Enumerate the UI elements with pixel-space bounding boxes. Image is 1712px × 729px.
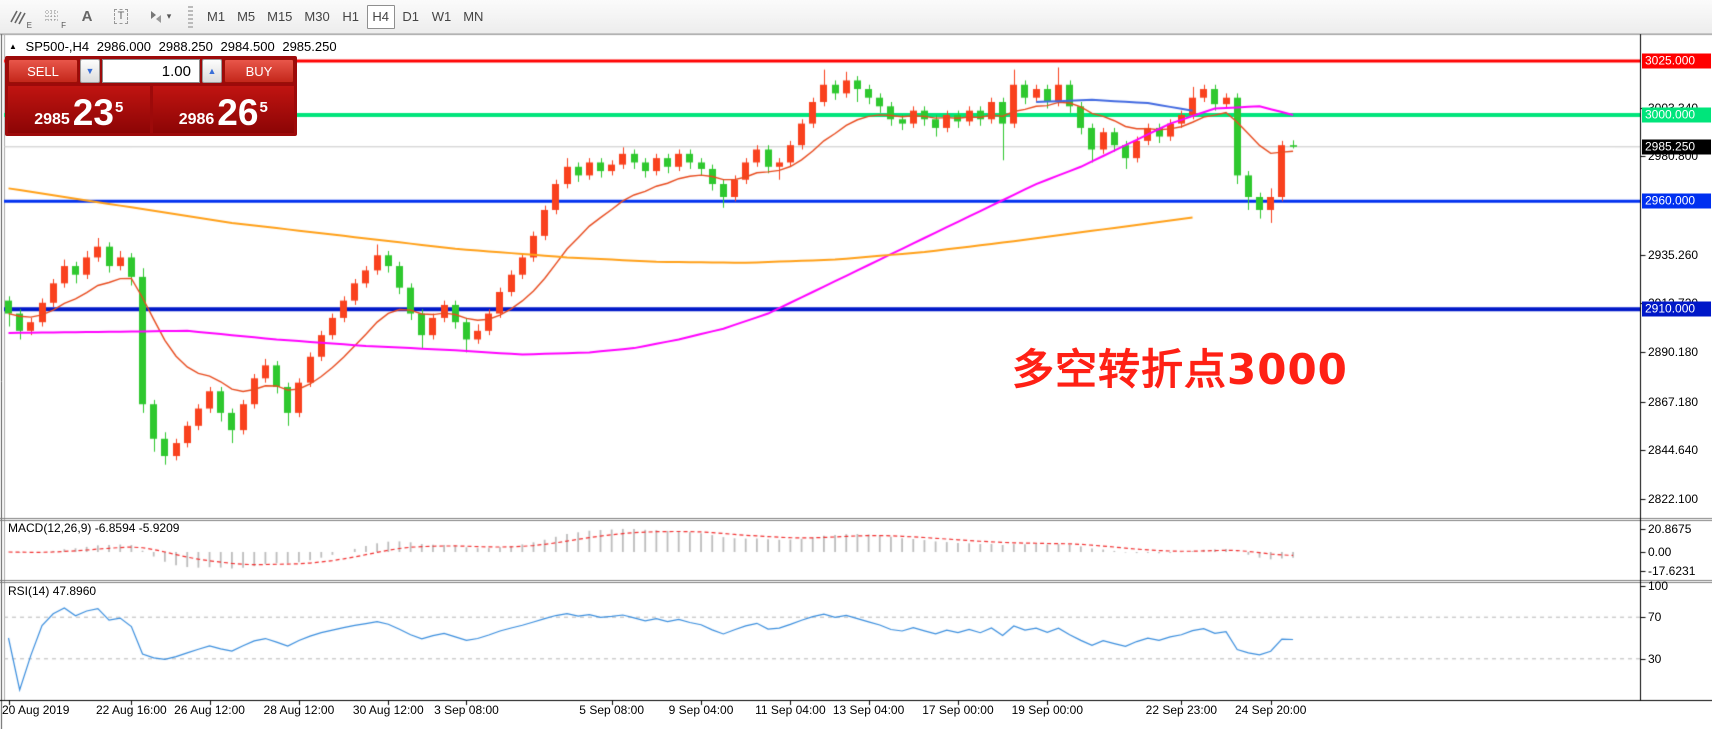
x-axis-tick-label: 28 Aug 12:00 <box>263 703 335 717</box>
text-label-tool-icon[interactable]: A <box>81 8 93 25</box>
x-axis-tick-label: 13 Sep 04:00 <box>832 703 905 717</box>
timeframe-button-M15[interactable]: M15 <box>262 5 297 29</box>
timeframe-button-MN[interactable]: MN <box>458 5 488 29</box>
timeframe-button-W1[interactable]: W1 <box>427 5 457 29</box>
chart-header: ▲ SP500-,H4 2986.000 2988.250 2984.500 2… <box>9 39 341 54</box>
price-tag-2960.000: 2960.000 <box>1642 193 1711 209</box>
x-axis-tick-label: 19 Sep 00:00 <box>1011 703 1083 717</box>
volume-up-button[interactable]: ▲ <box>202 59 222 83</box>
rsi-scale-label: 70 <box>1648 610 1662 625</box>
price-tag-3025.000: 3025.000 <box>1642 53 1711 69</box>
x-axis-tick-label: 9 Sep 04:00 <box>668 703 734 717</box>
buy-button[interactable]: BUY <box>224 59 294 83</box>
y-axis-tick-label: 2867.180 <box>1648 394 1699 409</box>
grid-tool-letter: F <box>61 20 66 30</box>
collapse-triangle-icon: ▲ <box>9 42 17 51</box>
y-axis-tick-label: 2822.100 <box>1648 492 1699 506</box>
toolbar: E F A T ▾ M1 M5 M15 M30 H1 H4 D1 W1 MN <box>0 0 1712 34</box>
volume-down-button[interactable]: ▼ <box>80 59 100 83</box>
grid-tool-icon[interactable]: F <box>38 4 68 30</box>
timeframe-button-M30[interactable]: M30 <box>299 5 334 29</box>
macd-scale-label: -17.6231 <box>1648 564 1696 579</box>
toolbar-grip[interactable] <box>188 5 193 28</box>
x-axis-tick-label: 5 Sep 08:00 <box>579 703 645 717</box>
macd-title: MACD(12,26,9) <box>8 521 92 535</box>
rsi-scale-label: 100 <box>1648 579 1669 593</box>
timeframe-button-M1[interactable]: M1 <box>202 5 230 29</box>
ohlc-open: 2986.000 <box>96 39 151 54</box>
chart-annotation-text: 多空转折点3000 <box>1012 345 1348 394</box>
sell-price-box[interactable]: 2985 23 5 <box>8 86 150 133</box>
sell-button[interactable]: SELL <box>8 59 78 83</box>
price-tag-2910.000: 2910.000 <box>1642 301 1711 317</box>
x-axis-tick-label: 30 Aug 12:00 <box>352 703 424 717</box>
x-axis-tick-label: 26 Aug 12:00 <box>174 703 245 717</box>
timeframe-button-H1[interactable]: H1 <box>337 5 365 29</box>
rsi-value: 47.8960 <box>52 584 97 598</box>
ohlc-low: 2984.500 <box>220 39 275 54</box>
chevron-down-icon: ▼ <box>85 66 95 76</box>
one-click-trading-panel: SELL ▼ ▲ BUY 2985 23 5 2986 26 5 <box>5 56 297 136</box>
objects-tool-icon[interactable]: ▾ <box>140 4 178 30</box>
buy-price-box[interactable]: 2986 26 5 <box>152 86 294 133</box>
rsi-title: RSI(14) <box>8 584 50 598</box>
x-axis-tick-label: 22 Aug 16:00 <box>95 703 167 717</box>
ohlc-close: 2985.250 <box>282 39 337 54</box>
timeframe-button-D1[interactable]: D1 <box>397 5 425 29</box>
text-box-tool-icon[interactable]: T <box>106 4 136 30</box>
x-axis-tick-label: 22 Sep 23:00 <box>1145 703 1218 717</box>
ohlc-high: 2988.250 <box>158 39 213 54</box>
x-axis-tick-label: 24 Sep 20:00 <box>1235 703 1307 717</box>
indicators-tool-icon[interactable]: E <box>4 4 34 30</box>
macd-pane-header: MACD(12,26,9) -6.8594 -5.9209 <box>8 521 179 535</box>
macd-scale-label: 20.8675 <box>1648 522 1692 536</box>
volume-input[interactable] <box>102 59 200 83</box>
macd-scale-label: 0.00 <box>1648 545 1672 559</box>
indicators-tool-letter: E <box>26 20 32 30</box>
timeframe-button-group: M1 M5 M15 M30 H1 H4 D1 W1 MN <box>201 4 489 29</box>
sell-price-big: 23 <box>72 92 114 133</box>
chevron-down-icon: ▾ <box>166 11 172 21</box>
y-axis-tick-label: 2935.260 <box>1648 247 1699 262</box>
macd-values: -6.8594 -5.9209 <box>94 521 180 535</box>
rsi-pane-header: RSI(14) 47.8960 <box>8 584 96 598</box>
price-tag-3000.000: 3000.000 <box>1642 107 1711 123</box>
x-axis-tick-label: 17 Sep 00:00 <box>922 703 994 717</box>
y-axis-tick-label: 2844.640 <box>1648 443 1699 458</box>
timeframe-button-H4[interactable]: H4 <box>366 4 395 29</box>
buy-price-big: 26 <box>217 92 259 133</box>
chevron-up-icon: ▲ <box>207 66 217 76</box>
current-price-tag: 2985.250 <box>1642 139 1711 155</box>
buy-price-prefix: 2986 <box>178 111 215 128</box>
sell-price-sup: 5 <box>114 99 124 116</box>
buy-price-sup: 5 <box>259 99 268 116</box>
x-axis-tick-label: 20 Aug 2019 <box>2 703 70 717</box>
x-axis-tick-label: 11 Sep 04:00 <box>755 703 826 717</box>
rsi-scale-label: 30 <box>1648 651 1662 666</box>
timeframe-button-M5[interactable]: M5 <box>232 5 260 29</box>
sell-price-prefix: 2985 <box>34 111 70 128</box>
x-axis-tick-label: 3 Sep 08:00 <box>434 703 499 717</box>
y-axis-tick-label: 2890.180 <box>1648 345 1699 360</box>
symbol-period-label: SP500-,H4 <box>25 39 90 54</box>
